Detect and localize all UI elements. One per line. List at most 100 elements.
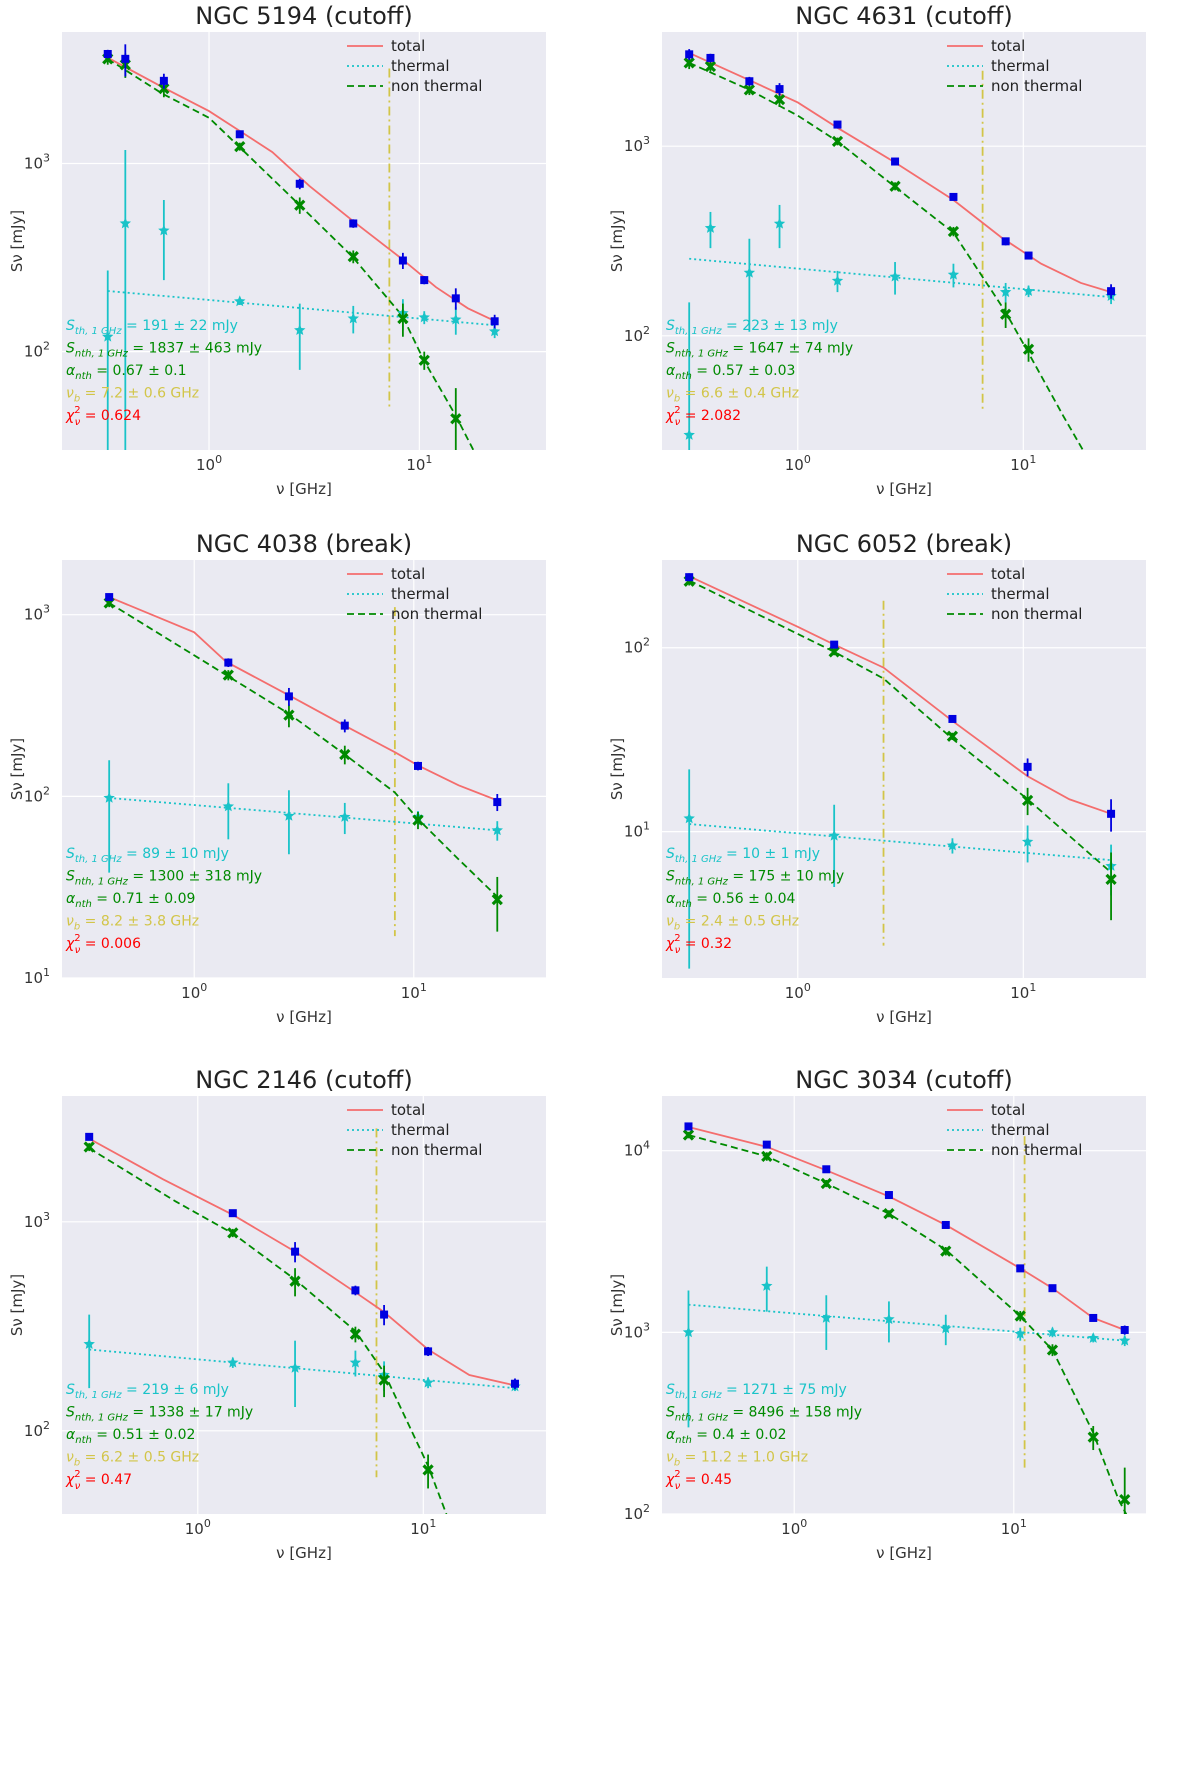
observed-data-point [685,573,694,582]
x-tick-label: 101 [406,453,432,474]
observed-data-point [706,53,715,62]
thermal-data-point [103,791,115,803]
thermal-data-point [339,810,351,822]
fit-annotation: χ2 ν = 2.082 [665,405,741,428]
thermal-data-point [683,428,695,440]
thermal-data-point [119,217,132,229]
observed-data-point [510,1379,519,1388]
fit-annotation: αnth = 0.4 ± 0.02 [666,1427,787,1446]
plot-area [662,1096,1146,1514]
nonthermal-data-point [704,60,717,73]
nonthermal-data-point [947,225,960,238]
thermal-data-point [999,286,1012,297]
nonthermal-data-point [418,354,430,366]
thermal-data-point [347,312,359,324]
thermal-data-point [102,330,114,342]
chart-title: NGC 2146 (cutoff) [195,1066,412,1094]
observed-data-point [884,1191,893,1200]
nonthermal-data-point [412,814,424,826]
legend-label-thermal: thermal [991,1121,1050,1139]
thermal-curve [689,823,1112,862]
fit-annotation: νb = 11.2 ± 1.0 GHz [666,1450,808,1469]
x-tick-label: 100 [785,453,811,474]
fit-annotation: Sth, 1 GHz = 219 ± 6 mJy [66,1382,229,1401]
fit-annotation: Sth, 1 GHz = 89 ± 10 mJy [66,846,229,865]
nonthermal-curve [688,62,1084,450]
thermal-data-point [831,274,844,286]
fit-annotation: νb = 8.2 ± 3.8 GHz [66,914,199,933]
plot-area [62,560,546,978]
legend-label-total: total [391,1101,425,1119]
nonthermal-data-point [828,646,840,658]
fit-annotation: αnth = 0.51 ± 0.02 [66,1427,195,1446]
nonthermal-data-point [1000,308,1012,320]
nonthermal-data-point [1119,1493,1131,1506]
thermal-data-point [682,1326,695,1338]
thermal-data-point [1046,1326,1059,1338]
observed-data-point [1089,1313,1098,1322]
observed-data-point [85,1132,94,1141]
plot-content [682,1122,1131,1514]
x-tick-label: 100 [785,981,811,1002]
legend-label-nonthermal: non thermal [391,605,482,623]
thermal-data-point [946,839,959,851]
nonthermal-curve [688,579,1112,874]
x-axis-label: ν [GHz] [276,480,332,498]
chart-panel: NGC 3034 (cutoff) 100 101 102 103 104 ν [GHz] S… [608,1066,1146,1562]
observed-data-point [413,761,422,770]
nonthermal-data-point [1022,343,1035,355]
nonthermal-data-point [83,1141,95,1153]
thermal-data-point [222,800,235,812]
fit-annotation: αnth = 0.71 ± 0.09 [66,891,195,910]
observed-data-point [891,157,900,166]
plot-area [62,32,546,450]
legend: total thermal non thermal [347,1101,482,1159]
observed-data-point [775,85,784,94]
thermal-data-point [234,295,246,307]
nonthermal-data-point [683,57,695,69]
legend: total thermal non thermal [347,565,482,623]
x-tick-label: 101 [401,981,427,1002]
x-axis-label: ν [GHz] [876,1008,932,1026]
nonthermal-data-point [378,1374,390,1386]
legend-label-nonthermal: non thermal [991,605,1082,623]
nonthermal-data-point [1021,794,1034,806]
legend-label-thermal: thermal [391,1121,450,1139]
fit-annotation: Snth, 1 GHz = 1300 ± 318 mJy [66,869,262,888]
nonthermal-curve [88,1147,448,1514]
x-tick-label: 100 [781,1517,807,1538]
thermal-curve [89,1348,516,1390]
plot-content [103,593,503,937]
fit-annotation: νb = 6.2 ± 0.5 GHz [66,1450,199,1469]
observed-data-point [1120,1326,1129,1335]
thermal-data-point [227,1356,239,1368]
observed-data-point [745,77,754,86]
thermal-data-point [294,324,306,336]
chart-panel: NGC 5194 (cutoff) 100 101 102 103 ν [GHz] Sν [… [8,2,546,498]
thermal-data-point [349,1356,362,1368]
fit-annotation: χ2 ν = 0.624 [65,405,141,428]
nonthermal-data-point [339,748,351,761]
nonthermal-data-point [682,1129,695,1141]
x-tick-label: 101 [1010,981,1036,1002]
thermal-data-point [450,313,462,325]
plot-area [662,560,1146,978]
y-tick-label: 102 [24,784,50,805]
thermal-data-point [158,224,170,236]
thermal-data-point [289,1361,301,1373]
observed-data-point [685,50,694,59]
thermal-data-point [743,266,756,278]
observed-data-point [490,317,499,326]
thermal-data-point [820,1311,832,1323]
thermal-data-point [1087,1332,1099,1343]
chart-title: NGC 6052 (break) [796,530,1012,558]
x-axis-label: ν [GHz] [876,1544,932,1562]
nonthermal-curve [688,1134,1128,1514]
observed-data-point [1016,1264,1025,1273]
observed-data-point [493,798,502,807]
legend-label-total: total [391,37,425,55]
legend-label-thermal: thermal [391,585,450,603]
plot-content [83,1128,521,1514]
nonthermal-data-point [1087,1431,1099,1443]
y-axis-label: Sν [mJy] [8,1274,26,1336]
